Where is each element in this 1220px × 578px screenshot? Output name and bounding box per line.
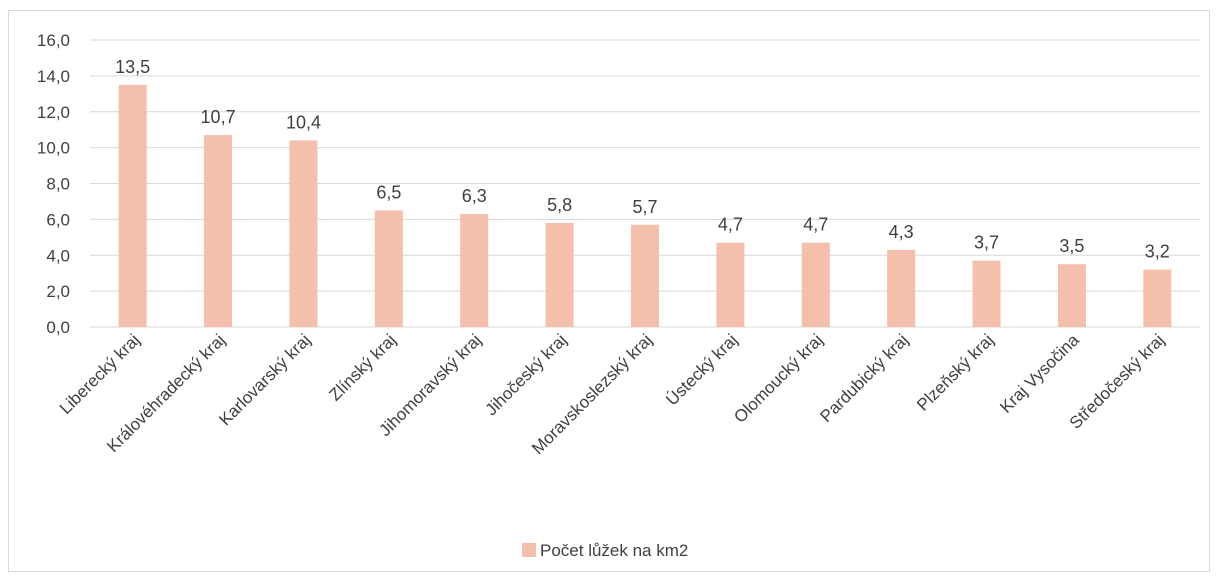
bar [118, 84, 147, 327]
bar [631, 224, 659, 327]
y-tick-label: 16,0 [37, 31, 70, 50]
data-label: 10,7 [201, 107, 236, 127]
bar [460, 213, 489, 327]
data-label: 5,8 [547, 195, 572, 215]
y-tick-label: 0,0 [46, 318, 70, 337]
y-tick-label: 8,0 [46, 175, 70, 194]
data-label: 13,5 [115, 57, 150, 77]
y-tick-label: 10,0 [37, 139, 70, 158]
gridlines [90, 39, 1200, 328]
bar [716, 242, 745, 327]
bar [1143, 269, 1172, 327]
data-label: 5,7 [632, 197, 657, 217]
bar [1057, 264, 1086, 327]
data-label: 3,5 [1059, 236, 1084, 256]
bar [374, 210, 403, 327]
x-tick-label: Liberecký kraj [56, 330, 144, 418]
x-tick-label: Ústecký kraj [662, 330, 741, 409]
legend-label: Počet lůžek na km2 [540, 541, 688, 560]
y-tick-label: 4,0 [46, 246, 70, 265]
data-label: 6,3 [462, 186, 487, 206]
data-label: 3,2 [1145, 242, 1170, 262]
data-label: 4,7 [718, 215, 743, 235]
bars [118, 84, 1172, 327]
data-label: 10,4 [286, 112, 321, 132]
x-tick-label: Jihočeský kraj [482, 330, 571, 419]
x-tick-label: Zlínský kraj [325, 330, 399, 404]
bar [801, 242, 830, 327]
x-tick-label: Olomoucký kraj [730, 330, 826, 426]
bar [289, 140, 318, 327]
y-axis: 0,0 2,0 4,0 6,0 8,0 10,0 12,0 14,0 16,0 [37, 31, 70, 337]
y-tick-label: 2,0 [46, 282, 70, 301]
data-labels: 13,5 10,7 10,4 6,5 6,3 5,8 5,7 4,7 4,7 4,3 3,7 3,5 3… [115, 57, 1170, 262]
legend-swatch [522, 543, 536, 557]
x-tick-label: Kraj Vysočina [996, 330, 1083, 417]
data-label: 3,7 [974, 233, 999, 253]
x-tick-label: Karlovarský kraj [215, 330, 314, 429]
y-tick-label: 12,0 [37, 103, 70, 122]
bar [887, 249, 916, 327]
y-tick-label: 14,0 [37, 67, 70, 86]
data-label: 4,3 [889, 222, 914, 242]
x-tick-label: Pardubický kraj [816, 330, 912, 426]
y-tick-label: 6,0 [46, 210, 70, 229]
bar [204, 135, 233, 327]
x-tick-label: Středočeský kraj [1066, 330, 1168, 432]
legend: Počet lůžek na km2 [522, 541, 688, 560]
bar [972, 260, 1001, 327]
data-label: 4,7 [803, 215, 828, 235]
bar [545, 222, 574, 327]
data-label: 6,5 [376, 182, 401, 202]
x-tick-label: Plzeňský kraj [913, 330, 997, 414]
